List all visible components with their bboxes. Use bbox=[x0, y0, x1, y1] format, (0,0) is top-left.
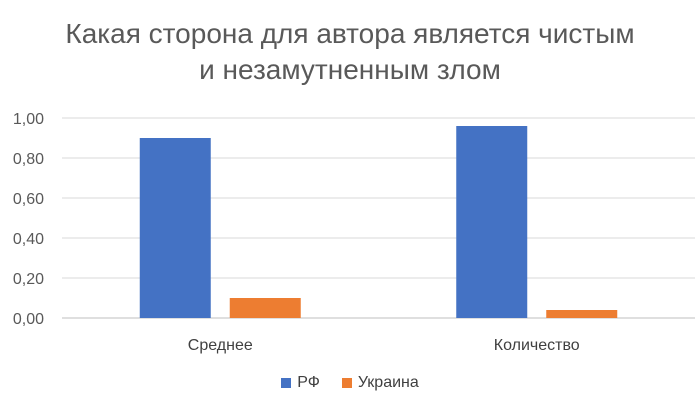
legend: РФ Украина bbox=[0, 374, 700, 392]
x-axis-category-labels: Среднее Количество bbox=[188, 337, 580, 354]
chart-title-line-2: и незамутненным злом bbox=[199, 54, 501, 85]
y-tick-label: 0,40 bbox=[13, 231, 44, 248]
legend-label-ukraine: Украина bbox=[357, 374, 419, 391]
category-label: Среднее bbox=[188, 337, 253, 354]
legend-item-ukraine: Украина bbox=[341, 374, 419, 392]
category-label: Количество bbox=[494, 337, 580, 354]
legend-item-rf: РФ bbox=[281, 374, 320, 392]
bar-ukraine-0 bbox=[229, 298, 301, 318]
y-tick-label: 0,60 bbox=[13, 191, 44, 208]
bar-ukraine-1 bbox=[546, 310, 618, 318]
y-tick-label: 0,00 bbox=[13, 311, 44, 328]
y-axis-tick-labels: 0,00 0,20 0,40 0,60 0,80 1,00 bbox=[13, 111, 44, 328]
bar-rf-1 bbox=[456, 126, 528, 318]
legend-swatch-ukraine bbox=[341, 378, 352, 388]
y-tick-label: 0,80 bbox=[13, 151, 44, 168]
bars bbox=[139, 126, 618, 318]
legend-swatch-rf bbox=[281, 378, 292, 388]
bar-rf-0 bbox=[139, 138, 211, 318]
y-tick-label: 1,00 bbox=[13, 111, 44, 128]
y-tick-label: 0,20 bbox=[13, 271, 44, 288]
chart-title: Какая сторона для автора является чистым… bbox=[0, 16, 700, 88]
legend-label-rf: РФ bbox=[297, 374, 320, 391]
chart-title-line-1: Какая сторона для автора является чистым bbox=[65, 18, 635, 49]
